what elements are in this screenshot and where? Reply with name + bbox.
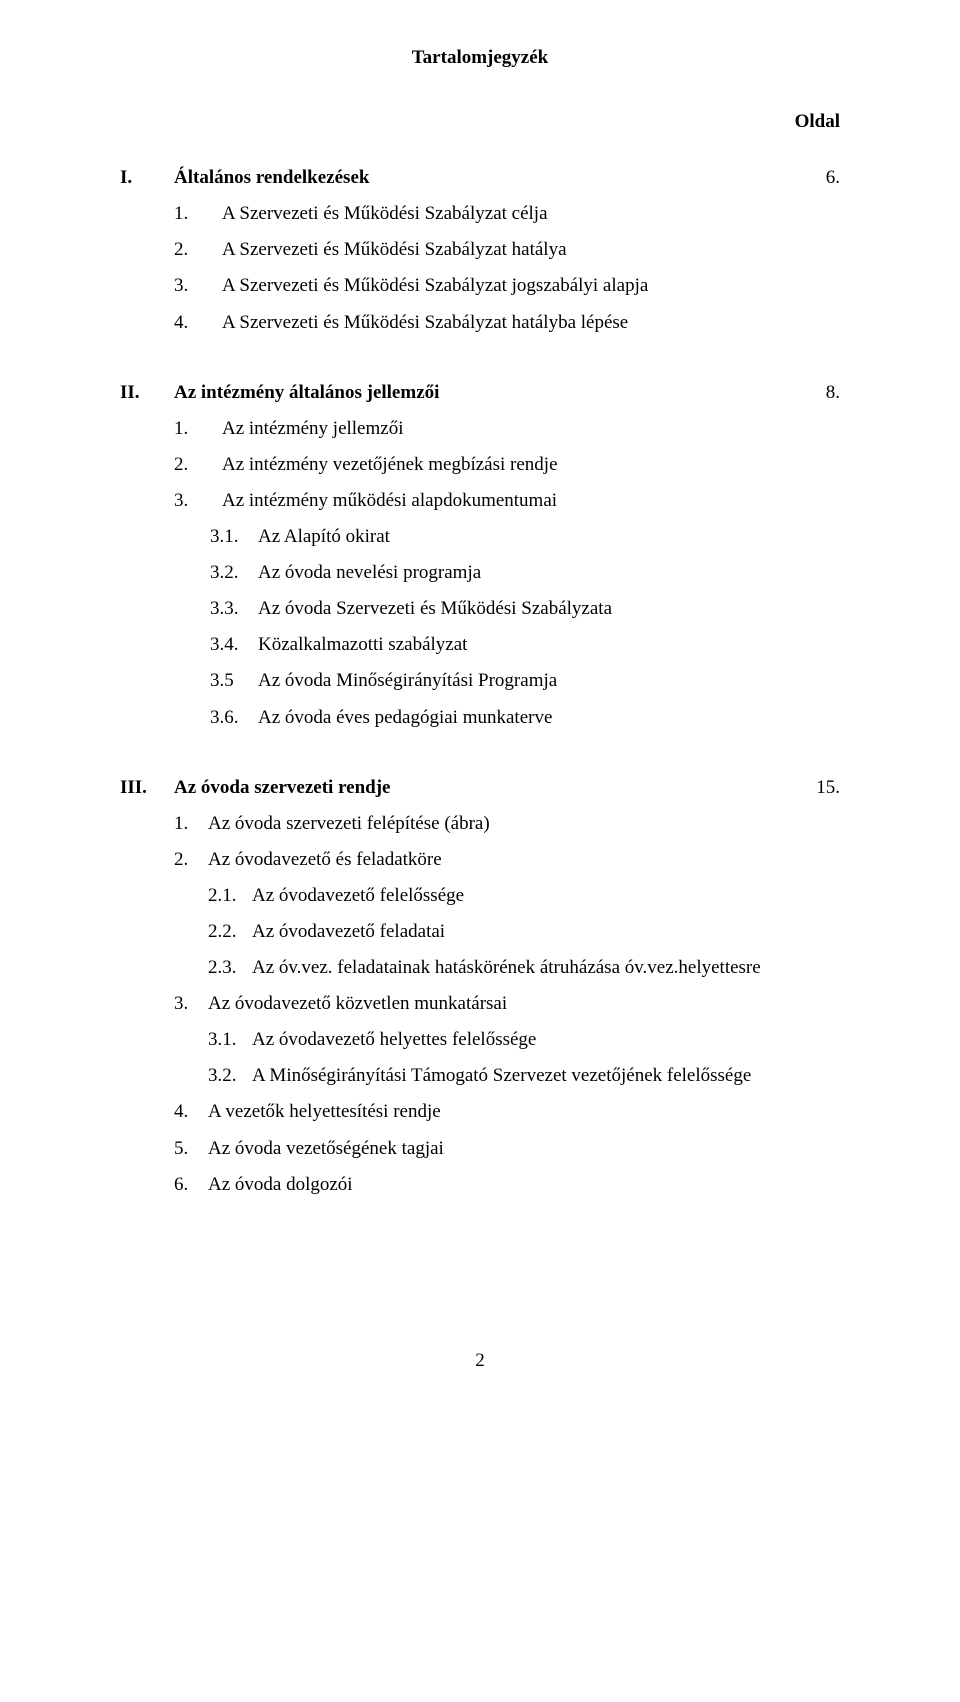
toc-entry-number: 3.1.	[210, 519, 258, 555]
page-footer-number: 2	[120, 1343, 840, 1379]
toc-entry-text: Az óvoda Minőségirányítási Programja	[258, 663, 557, 699]
toc-entry: 2.1.Az óvodavezető felelőssége	[120, 878, 840, 914]
toc-entry: 3.4.Közalkalmazotti szabályzat	[120, 627, 840, 663]
toc-entry-text: A Szervezeti és Működési Szabályzat hatá…	[222, 232, 567, 268]
toc-section: I.Általános rendelkezések6.1.A Szervezet…	[120, 160, 840, 340]
toc-entry: 4.A vezetők helyettesítési rendje	[120, 1094, 840, 1130]
toc-entry: 3.1.Az óvodavezető helyettes felelőssége	[120, 1022, 840, 1058]
toc-page-number: 8.	[810, 375, 840, 411]
toc-entry-number: 3.3.	[210, 591, 258, 627]
toc-entry-text: Az óvoda nevelési programja	[258, 555, 481, 591]
toc-entry-number: 4.	[174, 305, 222, 341]
toc-heading: Általános rendelkezések	[174, 160, 369, 196]
toc-entry-number: 3.6.	[210, 700, 258, 736]
toc-entry-number: 1.	[174, 196, 222, 232]
page-column-label: Oldal	[120, 104, 840, 140]
toc-page-number: 15.	[810, 770, 840, 806]
toc-entry-number: 6.	[174, 1167, 208, 1203]
toc-entry: 3.A Szervezeti és Működési Szabályzat jo…	[120, 268, 840, 304]
toc-heading: Az óvoda szervezeti rendje	[174, 770, 391, 806]
toc-entry: 1.Az intézmény jellemzői	[120, 411, 840, 447]
toc-entry-text: Az óvoda Szervezeti és Működési Szabályz…	[258, 591, 612, 627]
toc-roman: I.	[120, 160, 174, 196]
toc-entry: 1.Az óvoda szervezeti felépítése (ábra)	[120, 806, 840, 842]
toc-entry-number: 3.	[174, 483, 222, 519]
toc-entry-number: 2.2.	[208, 914, 252, 950]
toc-entry-number: 2.1.	[208, 878, 252, 914]
toc-entry: 3.3.Az óvoda Szervezeti és Működési Szab…	[120, 591, 840, 627]
toc-entry-text: Az óvodavezető közvetlen munkatársai	[208, 986, 507, 1022]
toc-entry-text: Az óvodavezető feladatai	[252, 914, 445, 950]
toc-entry-number: 4.	[174, 1094, 208, 1130]
toc-entry-number: 3.	[174, 986, 208, 1022]
toc-roman: II.	[120, 375, 174, 411]
toc-entry-text: Az óvodavezető felelőssége	[252, 878, 464, 914]
toc-entry: 3.Az óvodavezető közvetlen munkatársai	[120, 986, 840, 1022]
toc-entry-text: A Szervezeti és Működési Szabályzat hatá…	[222, 305, 628, 341]
toc-heading: Az intézmény általános jellemzői	[174, 375, 439, 411]
toc-entry: 3.5Az óvoda Minőségirányítási Programja	[120, 663, 840, 699]
toc-entry: 3.2.A Minőségirányítási Támogató Szervez…	[120, 1058, 840, 1094]
toc-section-heading-row: I.Általános rendelkezések 6.	[120, 160, 840, 196]
toc-entry: 2.2.Az óvodavezető feladatai	[120, 914, 840, 950]
toc-entry: 2.A Szervezeti és Működési Szabályzat ha…	[120, 232, 840, 268]
toc-section: III.Az óvoda szervezeti rendje15.1.Az óv…	[120, 770, 840, 1203]
toc-section-heading-row: II.Az intézmény általános jellemzői 8.	[120, 375, 840, 411]
toc-entry-number: 3.4.	[210, 627, 258, 663]
toc-body: I.Általános rendelkezések6.1.A Szervezet…	[120, 160, 840, 1203]
toc-entry-text: Az intézmény működési alapdokumentumai	[222, 483, 557, 519]
toc-entry: 1.A Szervezeti és Működési Szabályzat cé…	[120, 196, 840, 232]
toc-page-number: 6.	[810, 160, 840, 196]
toc-section: II.Az intézmény általános jellemzői8.1.A…	[120, 375, 840, 736]
toc-section-heading-row: III.Az óvoda szervezeti rendje 15.	[120, 770, 840, 806]
toc-entry-text: Az Alapító okirat	[258, 519, 390, 555]
toc-entry-text: A Szervezeti és Működési Szabályzat célj…	[222, 196, 548, 232]
doc-title: Tartalomjegyzék	[120, 40, 840, 76]
toc-entry-text: Az óvoda éves pedagógiai munkaterve	[258, 700, 552, 736]
toc-entry: 3.1.Az Alapító okirat	[120, 519, 840, 555]
toc-entry-text: Az intézmény vezetőjének megbízási rendj…	[222, 447, 558, 483]
toc-entry-number: 1.	[174, 411, 222, 447]
toc-entry-number: 1.	[174, 806, 208, 842]
toc-entry-text: Az óv.vez. feladatainak hatáskörének átr…	[252, 950, 761, 986]
toc-entry-number: 5.	[174, 1131, 208, 1167]
toc-entry-text: Az óvoda szervezeti felépítése (ábra)	[208, 806, 490, 842]
toc-entry-number: 2.3.	[208, 950, 252, 986]
toc-entry: 4.A Szervezeti és Működési Szabályzat ha…	[120, 305, 840, 341]
toc-entry-text: Az óvoda vezetőségének tagjai	[208, 1131, 444, 1167]
toc-entry: 3.2.Az óvoda nevelési programja	[120, 555, 840, 591]
toc-entry-text: Az óvodavezető helyettes felelőssége	[252, 1022, 536, 1058]
toc-entry-text: A Minőségirányítási Támogató Szervezet v…	[252, 1058, 751, 1094]
toc-entry-number: 3.2.	[208, 1058, 252, 1094]
toc-entry-number: 2.	[174, 447, 222, 483]
toc-entry-number: 3.1.	[208, 1022, 252, 1058]
toc-entry: 2.Az intézmény vezetőjének megbízási ren…	[120, 447, 840, 483]
toc-entry: 3.6.Az óvoda éves pedagógiai munkaterve	[120, 700, 840, 736]
toc-entry-text: Közalkalmazotti szabályzat	[258, 627, 467, 663]
toc-entry: 5.Az óvoda vezetőségének tagjai	[120, 1131, 840, 1167]
toc-entry-number: 2.	[174, 232, 222, 268]
toc-entry-text: A vezetők helyettesítési rendje	[208, 1094, 441, 1130]
toc-entry-number: 3.2.	[210, 555, 258, 591]
toc-entry-text: Az intézmény jellemzői	[222, 411, 403, 447]
toc-entry-text: Az óvodavezető és feladatköre	[208, 842, 442, 878]
toc-entry-text: Az óvoda dolgozói	[208, 1167, 353, 1203]
toc-entry-number: 3.5	[210, 663, 258, 699]
toc-entry-number: 2.	[174, 842, 208, 878]
toc-entry: 3.Az intézmény működési alapdokumentumai	[120, 483, 840, 519]
toc-entry-text: A Szervezeti és Működési Szabályzat jogs…	[222, 268, 648, 304]
toc-entry: 6.Az óvoda dolgozói	[120, 1167, 840, 1203]
toc-entry-number: 3.	[174, 268, 222, 304]
toc-entry: 2.3.Az óv.vez. feladatainak hatáskörének…	[120, 950, 840, 986]
toc-entry: 2.Az óvodavezető és feladatköre	[120, 842, 840, 878]
toc-roman: III.	[120, 770, 174, 806]
